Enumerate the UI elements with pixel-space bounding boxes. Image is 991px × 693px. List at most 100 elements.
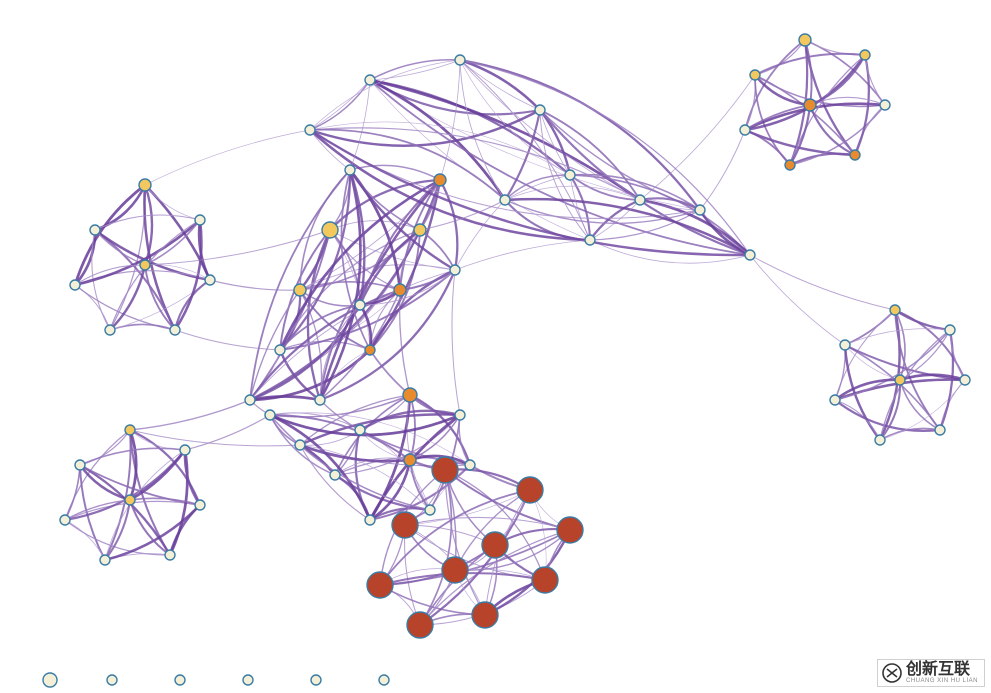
node-r3	[367, 572, 393, 598]
edge	[65, 465, 80, 520]
node-d3	[830, 395, 840, 405]
node-a8	[140, 260, 150, 270]
node-c8	[804, 99, 816, 111]
node-d2	[840, 340, 850, 350]
node-g8	[500, 195, 510, 205]
edge	[410, 395, 415, 460]
edge	[270, 395, 410, 417]
node-b4	[100, 555, 110, 565]
node-a3	[70, 280, 80, 290]
bridge-edge	[440, 60, 460, 180]
edge	[310, 130, 505, 200]
legend-dot-1	[107, 675, 117, 685]
node-g6	[635, 195, 645, 205]
node-c7	[860, 50, 870, 60]
edge	[855, 105, 885, 155]
node-r10	[442, 557, 468, 583]
edge	[460, 60, 540, 110]
legend-dot-5	[379, 675, 389, 685]
bridge-edge	[175, 330, 280, 350]
edge	[570, 175, 590, 240]
node-d5	[935, 425, 945, 435]
node-f7	[455, 410, 465, 420]
node-g10	[305, 125, 315, 135]
edge-layer	[65, 40, 965, 625]
node-e6	[365, 345, 375, 355]
node-f8	[404, 454, 416, 466]
node-f9	[295, 440, 305, 450]
edge	[250, 290, 300, 400]
edge	[460, 60, 750, 255]
bridge-edge	[130, 430, 300, 446]
node-c6	[880, 100, 890, 110]
edge	[835, 345, 845, 400]
legend	[43, 673, 389, 687]
node-d6	[960, 375, 970, 385]
node-c1	[799, 34, 811, 46]
bridge-edge	[750, 255, 845, 345]
node-e1	[322, 222, 338, 238]
node-c2	[750, 70, 760, 80]
edge	[745, 130, 790, 165]
node-r6	[532, 567, 558, 593]
node-e7	[394, 284, 406, 296]
node-d1	[890, 305, 900, 315]
node-c5	[850, 150, 860, 160]
node-e10	[434, 174, 446, 186]
bridge-edge	[130, 400, 250, 430]
watermark-main: 创新互联	[906, 662, 978, 678]
node-b8	[125, 495, 135, 505]
node-e8	[414, 224, 426, 236]
bridge-edge	[452, 270, 460, 415]
node-g1	[365, 75, 375, 85]
network-graph	[0, 0, 991, 693]
node-g3	[535, 105, 545, 115]
bridge-edge	[145, 130, 310, 185]
node-d7	[945, 325, 955, 335]
node-g2	[455, 55, 465, 65]
node-g9	[745, 250, 755, 260]
node-e12	[355, 300, 365, 310]
node-f3	[330, 470, 340, 480]
edge	[65, 520, 105, 560]
node-e11	[450, 265, 460, 275]
edge	[805, 40, 865, 55]
node-d4	[875, 435, 885, 445]
node-b6	[195, 500, 205, 510]
edge	[845, 310, 895, 345]
node-f1	[403, 388, 417, 402]
bridge-edge	[370, 350, 410, 395]
node-b3	[60, 515, 70, 525]
bridge-edge	[570, 175, 590, 240]
legend-dot-2	[175, 675, 185, 685]
edge	[370, 60, 460, 80]
node-e5	[315, 395, 325, 405]
node-r7	[557, 517, 583, 543]
node-e2	[294, 284, 306, 296]
node-a7	[195, 215, 205, 225]
edge	[310, 128, 640, 200]
node-r4	[407, 612, 433, 638]
bridge-edge	[700, 130, 745, 210]
node-a4	[105, 325, 115, 335]
bridge-edge	[460, 60, 540, 110]
node-g7	[695, 205, 705, 215]
node-e9	[345, 165, 355, 175]
node-f5	[425, 505, 435, 515]
legend-dot-4	[311, 675, 321, 685]
node-r9	[482, 532, 508, 558]
node-d8	[895, 375, 905, 385]
bridge-edge	[750, 255, 895, 310]
node-r8	[517, 477, 543, 503]
node-f6	[465, 460, 475, 470]
node-r1	[432, 457, 458, 483]
node-a5	[170, 325, 180, 335]
watermark-logo-icon	[882, 663, 902, 683]
node-b2	[75, 460, 85, 470]
edge	[745, 55, 865, 130]
node-a1	[139, 179, 151, 191]
bridge-edge	[455, 240, 590, 270]
node-b1	[125, 425, 135, 435]
watermark-sub: CHUANG XIN HU LIAN	[906, 678, 978, 684]
node-r5	[472, 602, 498, 628]
